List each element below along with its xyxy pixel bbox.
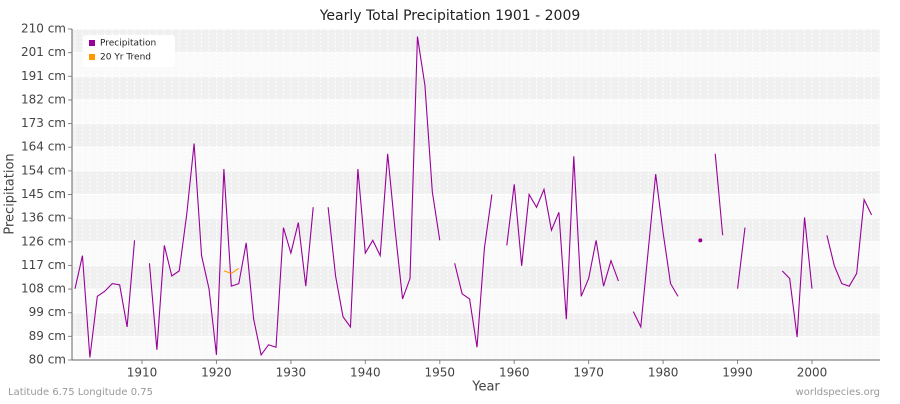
legend-box <box>83 35 175 67</box>
legend: Precipitation 20 Yr Trend <box>83 35 175 67</box>
y-tick-label: 117 cm <box>21 258 66 272</box>
x-tick-label: 2000 <box>797 366 828 380</box>
legend-label: 20 Yr Trend <box>100 53 151 63</box>
y-tick-label: 136 cm <box>21 211 66 225</box>
x-axis-label: Year <box>471 380 500 395</box>
grid-band <box>72 29 880 53</box>
x-tick-label: 1970 <box>573 366 604 380</box>
y-tick-label: 201 cm <box>21 45 66 59</box>
y-tick-label: 154 cm <box>21 163 66 177</box>
y-axis-label: Precipitation <box>3 153 18 234</box>
x-tick-label: 1990 <box>722 366 753 380</box>
chart-title: Yearly Total Precipitation 1901 - 2009 <box>319 8 581 24</box>
y-tick-label: 108 cm <box>21 282 66 296</box>
y-tick-label: 173 cm <box>21 116 66 130</box>
footer-left: Latitude 6.75 Longitude 0.75 <box>8 387 153 398</box>
x-tick-label: 1940 <box>350 366 381 380</box>
legend-swatch <box>89 40 95 46</box>
grid-band <box>72 265 880 290</box>
x-tick-label: 1910 <box>127 366 158 380</box>
grid-band <box>72 170 880 195</box>
y-tick-label: 182 cm <box>21 92 66 106</box>
series-line <box>74 36 873 358</box>
grid-band <box>72 76 880 100</box>
x-tick-label: 1960 <box>499 366 530 380</box>
series-line <box>223 267 240 275</box>
grid-band <box>72 312 880 337</box>
x-tick-label: 1950 <box>425 366 456 380</box>
y-tick-label: 89 cm <box>29 329 66 343</box>
y-tick-label: 164 cm <box>21 140 66 154</box>
grid-band <box>72 218 880 242</box>
x-tick-label: 1980 <box>648 366 679 380</box>
y-tick-label: 191 cm <box>21 69 66 83</box>
y-tick-label: 145 cm <box>21 187 66 201</box>
legend-label: Precipitation <box>100 39 156 49</box>
y-tick-label: 99 cm <box>29 305 66 319</box>
isolated-point <box>698 238 703 243</box>
footer-right: worldspecies.org <box>796 387 880 398</box>
x-tick-label: 1930 <box>276 366 307 380</box>
legend-swatch <box>89 54 95 60</box>
grid-band <box>72 123 880 148</box>
y-tick-label: 126 cm <box>21 234 66 248</box>
y-tick-label: 80 cm <box>29 353 66 367</box>
x-tick-label: 1920 <box>201 366 232 380</box>
y-tick-label: 210 cm <box>21 22 66 36</box>
